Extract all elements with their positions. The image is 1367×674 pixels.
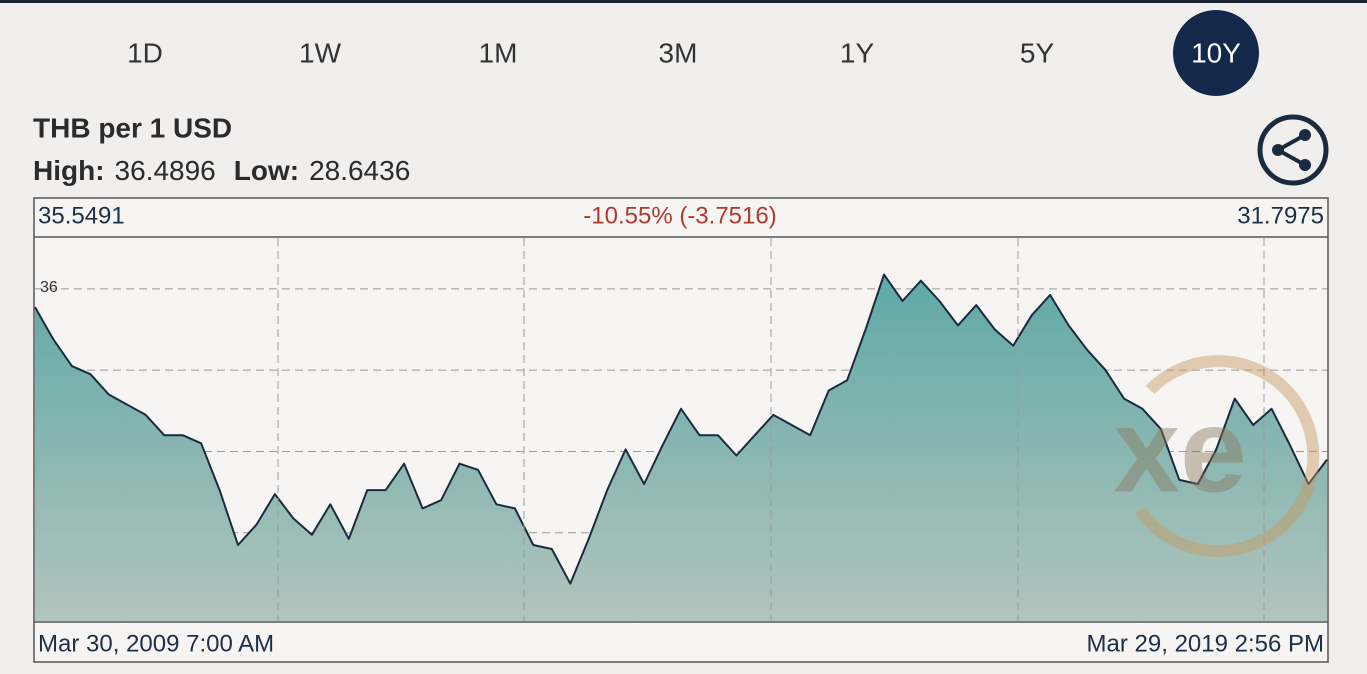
tab-bar: 1D 1W 1M 3M 1Y 5Y 10Y (127, 10, 1259, 96)
share-ring (1257, 114, 1329, 186)
tab[interactable]: 1D (127, 37, 163, 68)
start-date: Mar 30, 2009 7:00 AM (38, 630, 274, 657)
area (35, 274, 1327, 621)
tab[interactable]: 5Y (1020, 37, 1055, 68)
end-date: Mar 29, 2019 2:56 PM (1087, 630, 1324, 657)
plot: 2830323436 (34, 273, 1328, 621)
tab[interactable]: 1W (299, 37, 342, 68)
high-value: 36.4896 (115, 155, 216, 186)
watermark: xe (1113, 355, 1320, 558)
share-lines (1277, 133, 1306, 167)
top-border (0, 0, 1367, 3)
y-tick-label: 36 (40, 279, 58, 296)
tab-label: 5Y (1020, 37, 1055, 68)
watermark-ring (1135, 355, 1320, 558)
tab-label: 3M (659, 37, 698, 68)
change: -10.55% (-3.7516) (583, 202, 776, 229)
tab[interactable]: 3M (659, 37, 698, 68)
tab[interactable]: 10Y (1173, 10, 1259, 96)
tab-label: 1Y (840, 37, 875, 68)
tab[interactable]: 1M (479, 37, 518, 68)
title: THB per 1 USD (33, 112, 232, 143)
line (34, 273, 1328, 585)
tab-label: 1D (127, 37, 163, 68)
vertical-grid (277, 238, 1265, 621)
high-low: High: 36.4896 Low: 28.6436 (33, 155, 410, 186)
start-value: 35.5491 (38, 202, 125, 229)
low-label: Low: (234, 155, 299, 186)
tab-label: 1W (299, 37, 342, 68)
share-button[interactable] (1257, 114, 1329, 186)
high-label: High: (33, 155, 105, 186)
tab-highlight (1173, 10, 1259, 96)
tab-label: 1M (479, 37, 518, 68)
low-value: 28.6436 (309, 155, 410, 186)
tab[interactable]: 1Y (840, 37, 875, 68)
tab-label: 10Y (1191, 37, 1241, 68)
watermark-text: xe (1113, 384, 1246, 518)
end-value: 31.7975 (1237, 202, 1324, 229)
